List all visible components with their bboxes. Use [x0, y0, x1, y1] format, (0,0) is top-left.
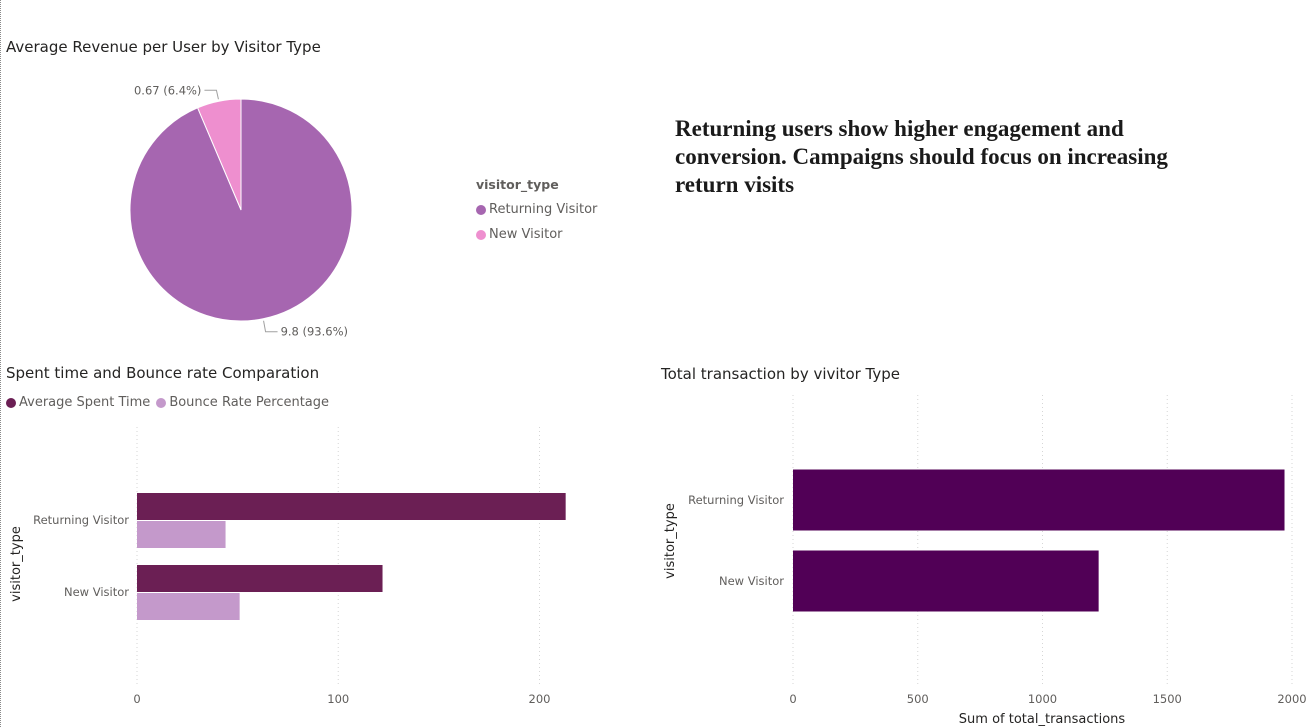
new-visitor-legend-dot — [476, 229, 486, 240]
bounce-rate-legend-dot — [156, 397, 167, 408]
cluster-legend: Average Spent Time Bounce Rate Percentag… — [6, 395, 329, 410]
cluster-legend-label: Bounce Rate Percentage — [169, 395, 330, 410]
pie-chart-visual[interactable]: Average Revenue per User by Visitor Type… — [0, 30, 640, 350]
pie-legend-item-new[interactable]: New Visitor — [476, 222, 597, 247]
cluster-legend-label: Average Spent Time — [19, 395, 151, 410]
x-tick-label: 100 — [327, 692, 349, 706]
pie-data-label: 0.67 (6.4%) — [134, 83, 201, 97]
category-label: Returning Visitor — [688, 493, 784, 507]
bar — [137, 521, 226, 548]
spent-time-legend-dot — [6, 397, 16, 408]
x-axis-title: Sum of total_transactions — [959, 712, 1126, 727]
x-tick-label: 200 — [529, 692, 551, 706]
pie-chart-title: Average Revenue per User by Visitor Type — [6, 38, 321, 56]
total-chart-title: Total transaction by vivitor Type — [661, 365, 901, 383]
pie-label-leader — [204, 89, 219, 100]
category-label: New Visitor — [719, 574, 784, 588]
bar — [137, 593, 240, 620]
pie-legend-label: Returning Visitor — [489, 202, 598, 217]
category-label: New Visitor — [64, 585, 129, 599]
x-tick-label: 0 — [133, 692, 140, 706]
returning-visitor-legend-dot — [476, 204, 486, 215]
x-tick-label: 500 — [907, 692, 929, 706]
pie-legend-title: visitor_type — [476, 177, 559, 192]
pie-chart-svg: 0.67 (6.4%) 9.8 (93.6%) — [129, 83, 353, 339]
x-tick-label: 0 — [789, 692, 796, 706]
pie-legend: visitor_type Returning Visitor New Visit… — [476, 177, 597, 247]
insight-textbox: Returning users show higher engagement a… — [675, 116, 1168, 197]
bar — [793, 469, 1285, 531]
pie-label-leader — [263, 320, 278, 333]
y-axis-title: visitor_type — [9, 526, 24, 602]
bar — [137, 565, 383, 592]
cluster-chart-title: Spent time and Bounce rate Comparation — [6, 364, 320, 382]
x-tick-label: 2000 — [1277, 692, 1306, 706]
x-tick-label: 1500 — [1153, 692, 1182, 706]
cluster-chart-svg: 0 100 200 visitor_type Returning Visitor New … — [9, 427, 566, 706]
total-chart-svg: 0 500 1000 1500 2000 Sum of total_transaction… — [663, 395, 1306, 727]
total-transactions-chart-visual[interactable]: Total transaction by vivitor Type 0 500 10… — [650, 355, 1306, 727]
y-axis-title: visitor_type — [663, 503, 678, 579]
pie-legend-item-returning[interactable]: Returning Visitor — [476, 197, 597, 222]
canvas-left-border — [0, 0, 1, 727]
pie-legend-label: New Visitor — [489, 227, 563, 242]
cluster-legend-item-spent[interactable]: Average Spent Time — [6, 395, 150, 410]
clustered-bar-chart-visual[interactable]: Spent time and Bounce rate Comparation A… — [0, 355, 640, 727]
x-tick-label: 1000 — [1028, 692, 1057, 706]
bar — [793, 550, 1099, 612]
cluster-legend-item-bounce[interactable]: Bounce Rate Percentage — [156, 395, 329, 410]
pie-slice — [129, 98, 353, 322]
category-label: Returning Visitor — [33, 513, 129, 527]
bar — [137, 493, 566, 520]
pie-data-label: 9.8 (93.6%) — [281, 325, 348, 339]
